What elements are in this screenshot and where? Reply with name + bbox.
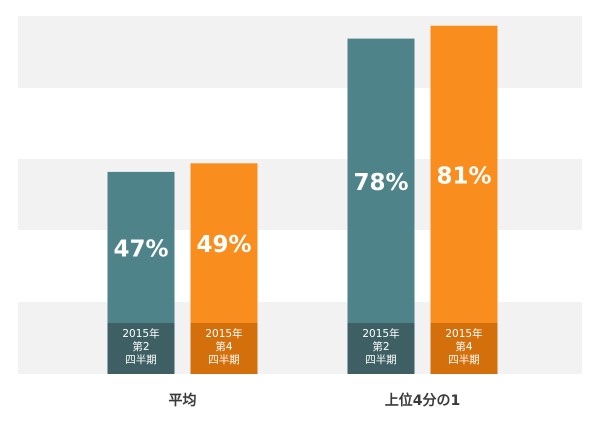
- bar-period-box: [430, 323, 498, 374]
- bar-period-label: 第4: [215, 340, 232, 353]
- bars-layer: 47%2015年第2四半期49%2015年第4四半期78%2015年第2四半期8…: [107, 25, 498, 374]
- bar-period-label: 四半期: [208, 353, 240, 366]
- category-labels: 平均 上位4分の1: [169, 392, 461, 409]
- bar-period-box: [347, 323, 415, 374]
- bar: [430, 25, 498, 374]
- bar-value-label: 78%: [353, 170, 408, 196]
- bar-period-label: 2015年: [445, 327, 482, 340]
- bar-period-label: 第2: [132, 340, 149, 353]
- bar-period-label: 2015年: [205, 327, 242, 340]
- bar-period-label: 2015年: [122, 327, 159, 340]
- bar-period-label: 四半期: [125, 353, 157, 366]
- bar-value-label: 81%: [436, 163, 491, 189]
- bar-period-label: 第4: [455, 340, 472, 353]
- bar-period-label: 第2: [372, 340, 389, 353]
- bar-value-label: 49%: [196, 232, 251, 258]
- category-label: 平均: [169, 392, 197, 409]
- bar-period-box: [190, 323, 258, 374]
- category-label: 上位4分の1: [385, 392, 460, 409]
- bar: [347, 38, 415, 374]
- bar-value-label: 47%: [113, 236, 168, 262]
- bar-period-label: 四半期: [448, 353, 480, 366]
- bar-period-label: 四半期: [365, 353, 397, 366]
- bar-period-label: 2015年: [362, 327, 399, 340]
- bar-period-box: [107, 323, 175, 374]
